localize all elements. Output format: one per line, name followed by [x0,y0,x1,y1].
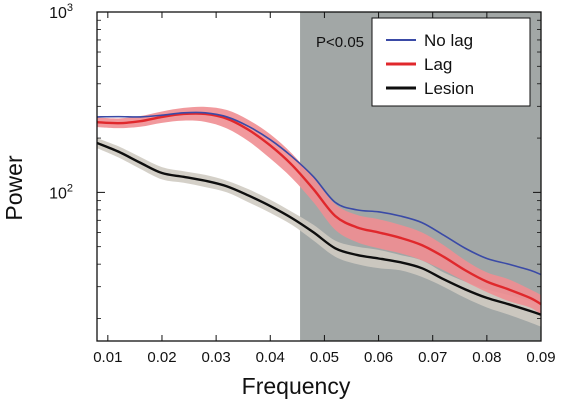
x-tick-label: 0.08 [472,349,501,366]
x-tick-label: 0.07 [418,349,447,366]
x-tick-label: 0.09 [526,349,555,366]
y-tick-label: 103 [49,2,73,22]
x-tick-label: 0.03 [202,349,231,366]
band-lesion [97,138,541,327]
line-lag [96,112,542,306]
significance-label: P<0.05 [316,34,364,51]
x-tick-label: 0.01 [93,349,122,366]
band-lag [97,106,541,315]
legend-label: No lag [424,31,473,50]
y-axis-label: Power [1,155,27,221]
line-no-lag [96,111,542,276]
x-tick-label: 0.05 [310,349,339,366]
legend-label: Lag [424,55,452,74]
x-tick-label: 0.02 [147,349,176,366]
legend-label: Lesion [424,79,474,98]
x-axis-label: Frequency [242,373,351,399]
y-tick-label: 102 [49,182,73,202]
axes: 0.01 0.02 0.03 0.04 0.05 0.06 0.07 0.08 0.09 102 1… [49,2,556,366]
plot-frame [96,11,542,342]
x-tick-label: 0.04 [256,349,285,366]
legend: No lag Lag Lesion [371,17,531,107]
legend-box [371,17,531,107]
series-lines [96,111,542,316]
confidence-bands [97,106,541,327]
x-tick-label: 0.06 [364,349,393,366]
line-lesion [96,141,542,316]
